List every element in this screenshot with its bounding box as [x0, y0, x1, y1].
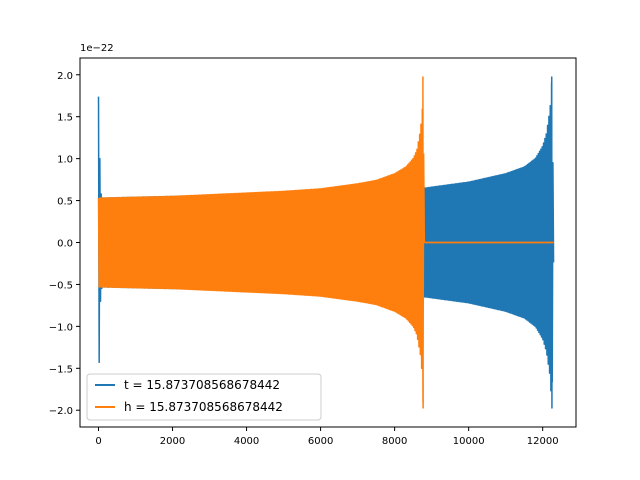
legend-label-h: h = 15.873708568678442	[124, 400, 283, 414]
x-tick-label: 0	[95, 436, 101, 447]
x-tick-label: 6000	[308, 436, 333, 447]
y-tick-label: 0.0	[57, 239, 73, 250]
x-tick-label: 12000	[527, 436, 559, 447]
legend-frame	[86, 373, 322, 421]
legend-label-t: t = 15.873708568678442	[124, 378, 280, 392]
legend: t = 15.873708568678442 h = 15.8737085686…	[86, 373, 322, 421]
x-tick-label: 4000	[234, 436, 259, 447]
x-tick-label: 8000	[382, 436, 407, 447]
y-tick-label: −1.0	[49, 322, 73, 333]
y-tick-label: 0.5	[57, 197, 73, 208]
y-scale-label: 1e−22	[80, 43, 114, 54]
y-axis: −2.0 −1.5 −1.0 −0.5 0.0 0.5 1.0 1.5 2.0	[49, 71, 80, 417]
y-tick-label: 1.5	[57, 113, 73, 124]
y-tick-label: −0.5	[49, 280, 73, 291]
x-tick-label: 10000	[453, 436, 485, 447]
x-axis: 0 2000 4000 6000 8000 10000 12000	[95, 427, 559, 447]
y-tick-label: 1.0	[57, 155, 73, 166]
y-tick-label: −2.0	[49, 406, 73, 417]
x-tick-label: 2000	[160, 436, 185, 447]
series-layer	[97, 76, 555, 409]
y-tick-label: −1.5	[49, 364, 73, 375]
y-tick-label: 2.0	[57, 71, 73, 82]
